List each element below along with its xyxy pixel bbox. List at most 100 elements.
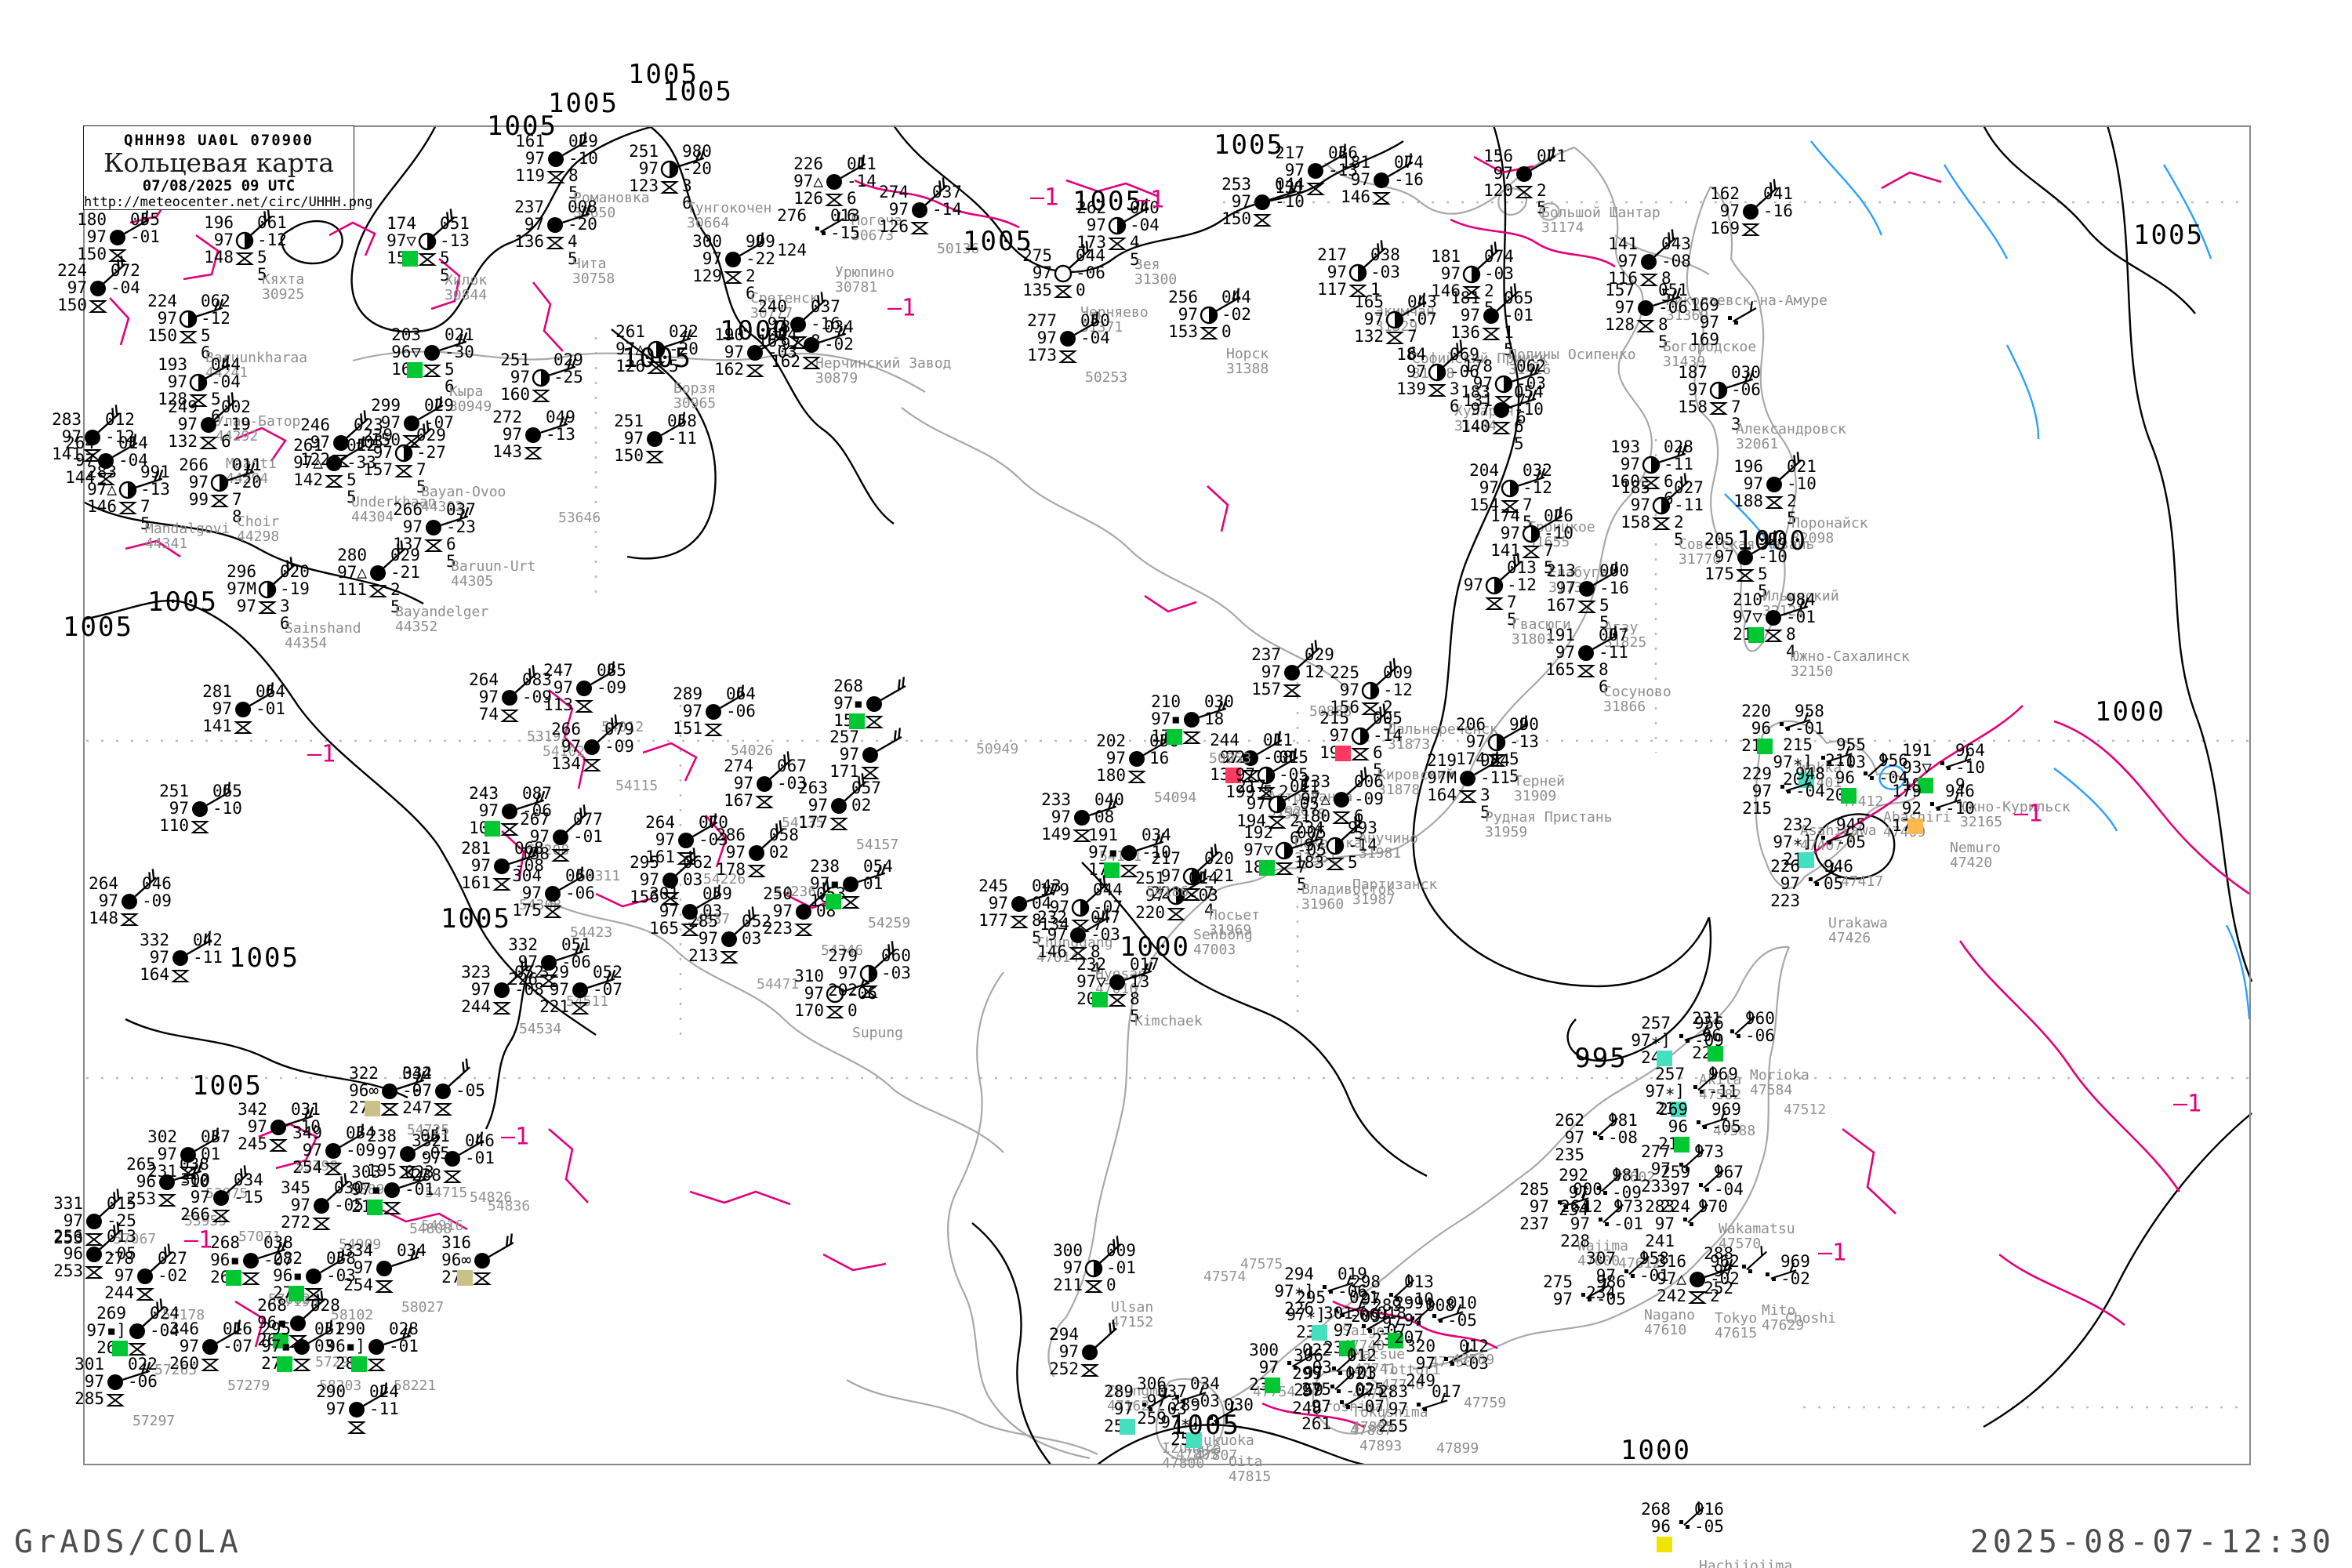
station-temp-column: 283 97 241 — [1645, 1197, 1675, 1250]
station-temp-column: 300 97 266 — [180, 1171, 210, 1224]
station-name-label: 53959 — [184, 1213, 227, 1229]
wind-barb — [249, 682, 275, 707]
station-name-label: 54157 — [856, 837, 899, 853]
station-symbol — [383, 1169, 428, 1214]
hourglass-icon — [383, 1202, 401, 1214]
wind-barb — [1074, 311, 1100, 336]
station-temp-column: 264 97 148 — [89, 874, 118, 927]
cloud-cover-icon — [201, 417, 216, 433]
station-temp-column: 264 97 161 — [645, 813, 675, 866]
wind-barb — [696, 884, 722, 909]
hourglass-icon — [418, 253, 437, 266]
station-pressure-column: 012 -03 — [1347, 1346, 1377, 1382]
station-symbol — [1577, 626, 1618, 677]
station-symbol — [375, 1247, 420, 1293]
station-pressure-column: 044 -10 — [1275, 175, 1305, 211]
wind-barb — [1026, 883, 1055, 903]
wind-barb — [506, 957, 529, 986]
station-pressure-column: 051 -05 — [420, 1127, 450, 1163]
station-symbol — [841, 863, 887, 909]
wind-barb — [1388, 153, 1414, 178]
wind-barb — [1726, 369, 1755, 390]
cloud-cover-icon — [1243, 750, 1258, 766]
precip-marker-cyan — [1671, 1102, 1686, 1117]
hourglass-icon — [1515, 186, 1534, 198]
precip-marker-green — [351, 1356, 367, 1372]
cloud-cover-icon — [747, 345, 763, 361]
wind-barb — [1291, 1346, 1316, 1367]
station-name-label: Urakawa 47426 — [1828, 915, 1888, 946]
station-name-label: Поронайск 32098 — [1791, 515, 1868, 546]
wind-barb — [1530, 147, 1556, 172]
station-name-label: 57279 — [227, 1377, 270, 1394]
station-name-label: Владивосток 31960 — [1301, 881, 1396, 913]
station-temp-column: 320 97 249 — [1406, 1337, 1436, 1390]
precip-marker-green — [226, 1270, 241, 1286]
station-temp-column: 181 97 146 — [1431, 247, 1461, 300]
station-symbol — [647, 328, 692, 374]
hourglass-icon — [106, 1394, 125, 1406]
hourglass-icon — [500, 710, 519, 722]
station-name-label: Mandalgovi 44341 — [145, 521, 230, 552]
station-pressure-column: 013 -05 — [107, 1227, 136, 1263]
grads-credit: GrADS/COLA — [14, 1524, 242, 1560]
station-symbol — [179, 1127, 220, 1179]
station-temp-column: 226 97△ 126 — [793, 154, 823, 208]
cloud-cover-icon — [314, 1198, 329, 1214]
station-pressure-column: 015 -25 — [107, 1194, 136, 1230]
hourglass-icon — [1642, 477, 1661, 489]
station-name-label: Николаевск-на-Амуре 31369 — [1666, 292, 1828, 324]
station-pressure-column: 012 -33 5 5 — [347, 436, 376, 506]
station-name-label: Богородское 31439 — [1663, 339, 1757, 370]
station-symbol — [85, 1189, 122, 1246]
station-temp-column: 246 97 122 — [300, 416, 330, 469]
wind-barb — [1476, 241, 1499, 270]
isobar-contours — [82, 125, 2253, 1466]
cloud-cover-icon — [584, 739, 600, 755]
station-temp-column: 234 97 183 — [1294, 818, 1324, 872]
cloud-cover-icon — [1184, 712, 1200, 728]
cloud-cover-icon — [1054, 264, 1073, 283]
hourglass-icon — [704, 724, 723, 736]
cloud-cover-icon — [1766, 477, 1782, 492]
station-name-label: 58221 — [394, 1377, 437, 1394]
dot-icon — [1417, 1321, 1421, 1325]
station-pressure-column: 037 -14 — [932, 183, 962, 219]
station-name-label: 50253 — [1085, 369, 1128, 386]
hourglass-icon — [1385, 332, 1404, 344]
dot-icon — [1389, 1293, 1393, 1297]
precip-marker-red — [1335, 746, 1351, 761]
station-symbol — [1599, 1199, 1624, 1226]
hourglass-icon — [158, 1194, 176, 1207]
hourglass-icon — [1428, 384, 1446, 397]
wind-barb — [216, 1319, 242, 1345]
cloud-cover-icon — [1641, 254, 1657, 270]
hourglass-icon — [1348, 285, 1367, 297]
wind-barb — [1199, 699, 1228, 719]
dot-icon — [1787, 789, 1791, 793]
cloud-cover-icon — [866, 696, 882, 712]
cloud-cover-icon — [576, 681, 592, 696]
station-pressure-column: 973 -01 — [1613, 1197, 1643, 1233]
hourglass-icon — [1636, 320, 1655, 332]
station-symbol — [1428, 339, 1465, 397]
hourglass-icon — [551, 849, 570, 862]
dot-icon — [1423, 1407, 1427, 1411]
dot-icon — [1558, 1200, 1562, 1204]
station-temp-column: 239 97 157 — [363, 426, 393, 479]
station-pressure-column: 087 -06 — [522, 784, 552, 820]
station-pressure-column: 034 — [397, 1241, 426, 1260]
station-name-label: Дальнереченск 31873 — [1388, 721, 1498, 753]
station-symbol — [571, 969, 616, 1014]
wind-barb — [1703, 1164, 1724, 1189]
hourglass-icon — [747, 865, 766, 877]
cloud-cover-icon — [435, 1083, 451, 1099]
station-temp-column: 97 — [1463, 575, 1483, 594]
cloud-cover-icon — [384, 1182, 400, 1198]
precip-marker-green — [1259, 860, 1275, 876]
hourglass-icon — [179, 331, 198, 343]
wind-barb — [877, 728, 902, 753]
station-symbol — [368, 540, 405, 597]
hourglass-icon — [660, 181, 679, 194]
station-name-label: Izuhara 47800 — [1162, 1440, 1221, 1472]
